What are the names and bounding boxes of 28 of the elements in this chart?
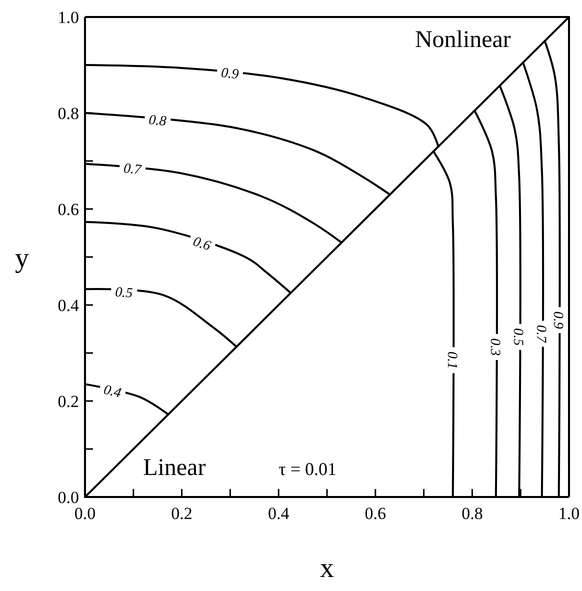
text: 0.7 <box>532 325 548 344</box>
annotation: τ = 0.01 <box>278 459 336 479</box>
text: 0.6 <box>191 234 212 254</box>
x-tick-label: 0.2 <box>171 504 192 523</box>
y-tick-label: 0.4 <box>58 296 80 315</box>
text: 0.8 <box>148 113 167 130</box>
text: 0.7 <box>122 162 143 178</box>
text: 0.4 <box>102 382 122 402</box>
annotation: Linear <box>143 455 206 481</box>
x-tick-label: 0.6 <box>364 504 386 523</box>
y-tick-label: 0.8 <box>58 104 79 123</box>
y-tick-label: 0.2 <box>58 392 79 411</box>
y-tick-label: 0.6 <box>58 200 79 219</box>
x-tick-label: 0.0 <box>74 504 96 523</box>
text: 0.1 <box>444 351 459 369</box>
text: 0.5 <box>510 328 526 346</box>
y-tick-label: 1.0 <box>58 8 79 27</box>
x-tick-label: 0.4 <box>268 504 290 523</box>
annotation: Nonlinear <box>414 27 511 53</box>
x-tick-label: 0.8 <box>462 504 483 523</box>
text: 0.3 <box>487 338 502 356</box>
x-tick-label: 1.0 <box>558 504 580 523</box>
y-tick-label: 0.0 <box>58 488 79 507</box>
text: 0.9 <box>220 66 240 83</box>
y-axis-title: y <box>15 242 29 274</box>
series-label: 0.5 <box>114 285 134 302</box>
text: 0.9 <box>550 311 565 329</box>
x-axis-title: x <box>320 553 334 584</box>
